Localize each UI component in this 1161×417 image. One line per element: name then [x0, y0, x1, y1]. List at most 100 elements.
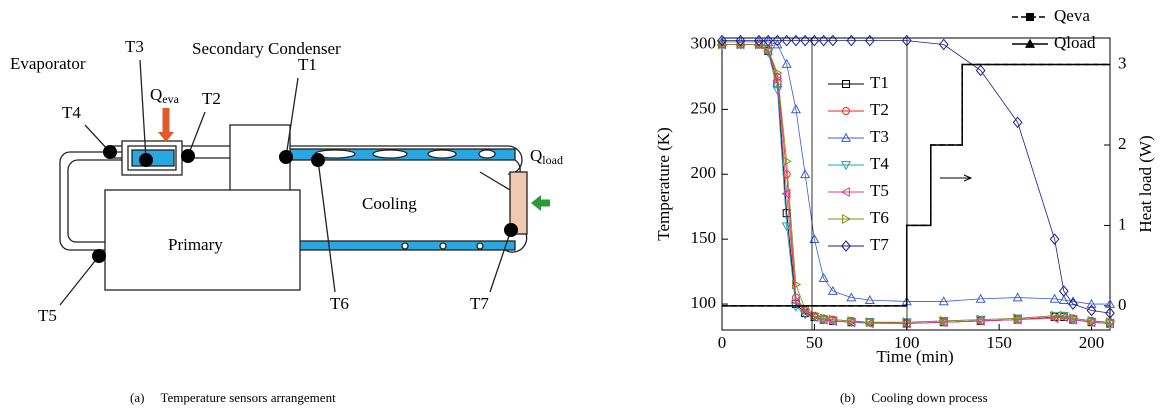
marker [841, 240, 851, 252]
marker [938, 317, 948, 328]
marker [842, 107, 850, 115]
marker [716, 40, 728, 50]
marker [847, 315, 857, 326]
marker [1012, 292, 1023, 302]
legend-label: T6 [870, 208, 889, 227]
sensor [504, 223, 518, 237]
marker [755, 39, 765, 50]
marker [840, 132, 852, 142]
marker [773, 67, 783, 79]
marker [1058, 285, 1069, 297]
marker [1049, 233, 1060, 245]
bubble [372, 149, 408, 159]
label: Q [530, 146, 542, 165]
marker [846, 292, 857, 302]
arrow [940, 174, 973, 182]
sensor [103, 145, 117, 159]
label: T5 [38, 306, 57, 325]
marker [772, 39, 783, 49]
marker [1012, 116, 1023, 129]
load-pad [509, 171, 528, 235]
legend-label: T4 [870, 154, 889, 173]
legend-box [811, 37, 908, 331]
marker [1086, 317, 1096, 328]
legend-label: T7 [870, 235, 889, 254]
x-tick-label: 100 [894, 333, 920, 352]
marker [800, 169, 811, 179]
marker [864, 294, 875, 305]
legend-label: T2 [870, 100, 889, 119]
marker [1058, 294, 1069, 305]
marker [1013, 313, 1023, 324]
marker [782, 156, 792, 167]
label: T7 [470, 294, 489, 313]
series-line [722, 40, 1111, 314]
primary [104, 189, 301, 291]
marker [976, 314, 986, 325]
marker [827, 315, 837, 326]
marker [938, 38, 949, 51]
marker [840, 161, 852, 171]
marker [800, 34, 810, 47]
marker [735, 40, 746, 50]
marker [1104, 318, 1114, 329]
marker [781, 188, 791, 199]
label: T2 [202, 89, 221, 108]
y-tick-label: 250 [691, 98, 717, 117]
bubble [401, 242, 409, 250]
marker [818, 34, 829, 47]
label: eva [162, 92, 179, 106]
label: T3 [125, 37, 144, 56]
bubble [427, 149, 457, 159]
y-tick-label: 300 [691, 33, 717, 52]
x-tick-label: 0 [718, 333, 727, 352]
sensor [311, 153, 325, 167]
marker [735, 34, 746, 47]
marker [1086, 298, 1097, 308]
marker [781, 34, 792, 47]
marker [1067, 314, 1077, 325]
sensor [279, 150, 293, 164]
marker [764, 44, 774, 55]
marker [818, 314, 828, 325]
marker [840, 186, 850, 198]
evaporator-inner [127, 145, 177, 171]
label: Primary [168, 235, 223, 254]
series-line [722, 41, 1110, 305]
caption: (b) Cooling down process [840, 390, 988, 405]
marker [975, 315, 985, 326]
legend-label: T1 [870, 73, 889, 92]
y2-tick-label: 0 [1118, 295, 1127, 314]
y-tick-label: 100 [691, 293, 717, 312]
bubble [476, 242, 484, 250]
label: T1 [298, 55, 317, 74]
y-axis-label: Temperature (K) [654, 127, 673, 241]
marker [1087, 315, 1097, 326]
marker [1049, 313, 1059, 324]
marker [763, 34, 774, 47]
marker [1049, 293, 1060, 303]
marker [736, 39, 746, 50]
legend-label: Qload [1054, 33, 1096, 52]
marker [781, 58, 792, 68]
legend-label: Qeva [1054, 6, 1090, 25]
marker [901, 318, 911, 329]
caption: (a) Temperature sensors arrangement [130, 390, 336, 405]
marker [864, 34, 875, 47]
marker [717, 34, 727, 47]
sensor [181, 149, 195, 163]
marker [1106, 317, 1116, 328]
pipe [59, 151, 122, 251]
marker [828, 34, 838, 47]
series-line [722, 44, 1111, 324]
marker [1026, 13, 1034, 21]
x-axis-label: Time (min) [876, 347, 953, 366]
y2-tick-label: 3 [1118, 53, 1127, 72]
diagram [59, 59, 550, 306]
y-tick-label: 200 [691, 163, 717, 182]
label: Evaporator [10, 54, 86, 73]
evaporator-fill [131, 149, 175, 167]
marker [753, 40, 765, 50]
